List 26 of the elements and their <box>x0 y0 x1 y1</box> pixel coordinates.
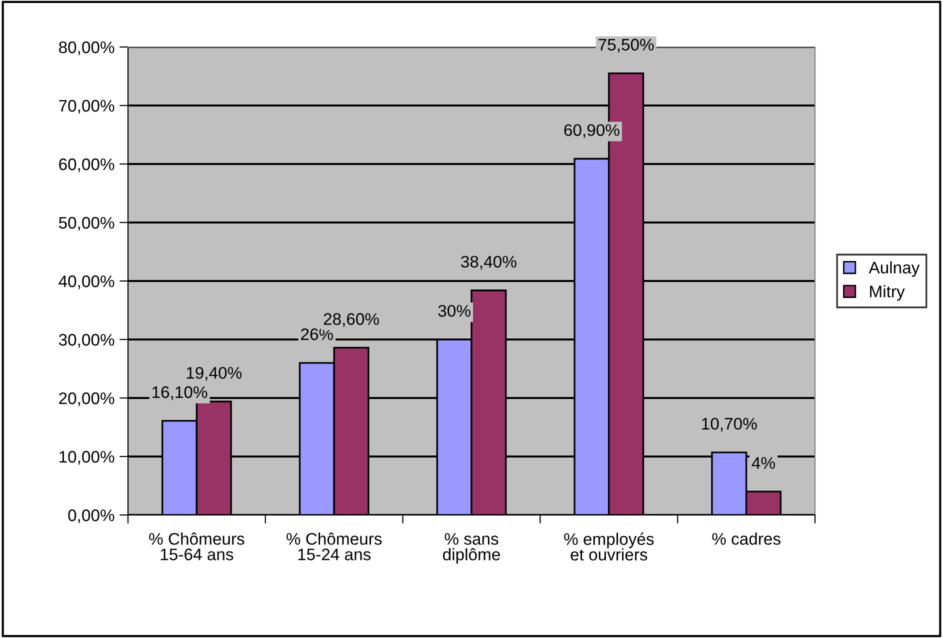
y-tick-label: 70,00% <box>59 100 114 114</box>
x-tick-label: % sans diplôme <box>443 533 500 564</box>
data-label: 4% <box>752 457 775 469</box>
y-tick-label: 10,00% <box>60 450 114 465</box>
x-tick-label: % employés et ouvriers <box>564 532 654 561</box>
data-label: 30% <box>438 304 470 317</box>
y-tick-label: 80,00% <box>59 41 114 56</box>
x-tick-label: % Chômeurs 15-24 ans <box>286 532 382 560</box>
data-label: 16,10% <box>152 386 208 400</box>
data-label: 60,90% <box>564 124 620 138</box>
y-tick-label: 0,00% <box>68 509 114 524</box>
data-label: 26% <box>301 328 334 340</box>
legend-label: Mitry <box>870 285 905 301</box>
x-tick-label: % Chômeurs 15-64 ans <box>149 532 244 560</box>
y-tick-label: 60,00% <box>59 158 114 172</box>
data-label: 28,60% <box>324 313 379 327</box>
data-label: 19,40% <box>186 366 242 381</box>
y-tick-label: 40,00% <box>58 275 114 290</box>
x-tick-label: % cadres <box>712 532 780 545</box>
data-label: 10,70% <box>702 418 757 432</box>
data-label: 75,50% <box>598 38 654 53</box>
data-label: 38,40% <box>461 256 516 270</box>
y-tick-label: 30,00% <box>58 334 114 348</box>
legend-label: Aulnay <box>868 261 920 277</box>
y-tick-label: 20,00% <box>59 392 114 406</box>
y-tick-label: 50,00% <box>58 216 114 231</box>
